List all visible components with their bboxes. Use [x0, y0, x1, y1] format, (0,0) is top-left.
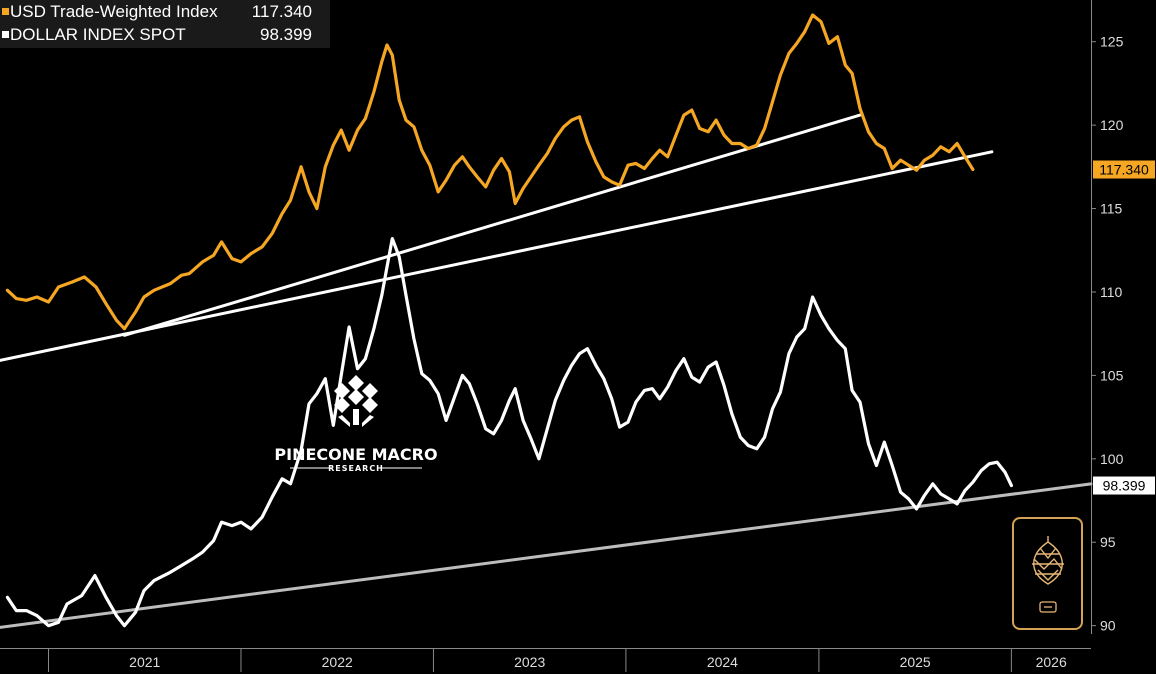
y-tick-label: 100: [1100, 451, 1124, 467]
pinecone-badge: [1012, 517, 1083, 630]
value-tag-label: 117.340: [1099, 162, 1149, 178]
value-tag: 98.399: [1093, 476, 1155, 495]
x-tick-label: 2024: [707, 654, 738, 670]
series-lines: [5, 13, 1013, 628]
x-tick-label: 2022: [322, 654, 353, 670]
upper-trendline: [122, 113, 862, 337]
trendlines: [0, 113, 1093, 629]
watermark-subtitle: RESEARCH: [328, 464, 384, 473]
axis-ticks: 90 95 100 105 110 115 120 125 2021 2022 2023 2024 20…: [48, 34, 1124, 672]
chip-icon: [1039, 601, 1057, 613]
value-tags: 117.340 98.399: [1093, 160, 1155, 495]
x-tick-label: 2025: [900, 654, 931, 670]
x-tick-label: 2021: [129, 654, 160, 670]
support-trendline: [0, 482, 1093, 629]
x-tick-label: 2023: [514, 654, 545, 670]
y-tick-label: 115: [1100, 201, 1123, 217]
y-tick-label: 105: [1100, 367, 1124, 383]
value-tag-bg: [1093, 160, 1155, 179]
legend-item-trade-weighted[interactable]: USD Trade-Weighted Index 117.340: [0, 0, 330, 23]
legend-item-dollar-index[interactable]: DOLLAR INDEX SPOT 98.399: [0, 23, 330, 46]
watermark: PINECONE MACRO RESEARCH: [274, 375, 438, 473]
x-tick-label: 2026: [1036, 654, 1067, 670]
value-tag-bg: [1093, 476, 1155, 495]
y-tick-label: 125: [1100, 34, 1124, 50]
legend: USD Trade-Weighted Index 117.340 DOLLAR …: [0, 0, 330, 48]
y-tick-label: 120: [1100, 117, 1124, 133]
pinecone-macro-logo-icon: [334, 375, 378, 427]
legend-value: 98.399: [260, 25, 312, 44]
pinecone-icon: [1032, 536, 1064, 585]
watermark-title: PINECONE MACRO: [274, 445, 437, 464]
legend-value: 117.340: [251, 2, 312, 21]
value-tag: 117.340: [1093, 160, 1155, 179]
legend-label: USD Trade-Weighted Index: [10, 2, 218, 21]
dollar-index-line: [5, 237, 1013, 628]
trade-weighted-index-line: [5, 13, 975, 331]
legend-label: DOLLAR INDEX SPOT: [10, 25, 186, 44]
legend-swatch-orange: [2, 8, 9, 15]
value-tag-label: 98.399: [1103, 478, 1146, 494]
middle-trendline: [0, 150, 994, 362]
legend-swatch-white: [2, 31, 9, 38]
y-tick-label: 90: [1100, 618, 1116, 634]
y-tick-label: 110: [1100, 284, 1123, 300]
y-tick-label: 95: [1100, 534, 1116, 550]
